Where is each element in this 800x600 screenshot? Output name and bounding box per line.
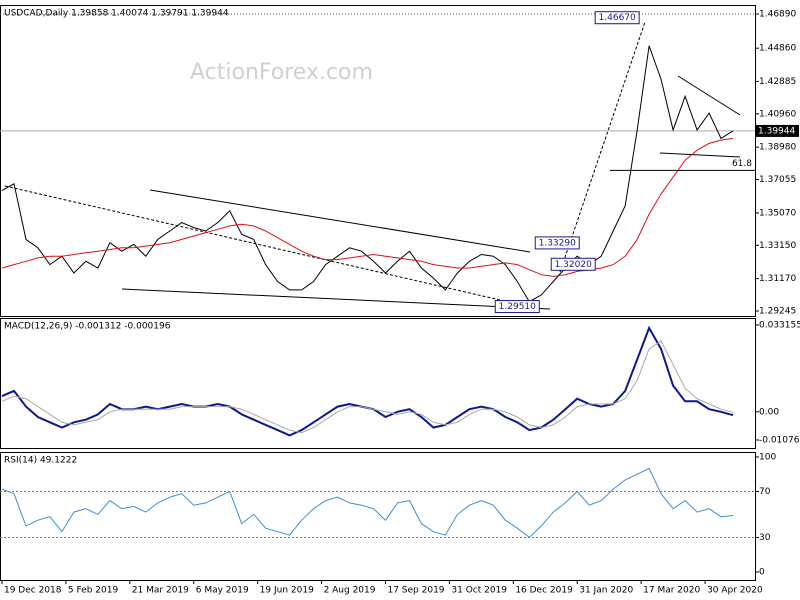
x-tick-label: 16 Dec 2019 (515, 586, 573, 596)
trendline (559, 21, 646, 273)
y-tick-label: 100 (759, 452, 776, 462)
macd-panel (0, 318, 756, 449)
y-tick-label: 0.00 (759, 407, 779, 417)
fib-label: 61.8 (732, 159, 752, 169)
y-tick-label: -0.010769 (759, 435, 800, 445)
current-price-box (755, 124, 799, 137)
trendline (677, 75, 741, 116)
panel-title: RSI(14) 49.1222 (4, 456, 77, 466)
x-tick-label: 6 May 2019 (196, 586, 249, 596)
y-tick-label: 70 (759, 487, 771, 497)
watermark: ActionForex.com (190, 60, 373, 85)
y-tick-label: 1.40960 (759, 109, 796, 119)
y-tick-label: 1.31170 (759, 274, 796, 284)
x-tick-label: 17 Mar 2020 (643, 586, 700, 596)
x-tick-label: 31 Oct 2019 (451, 586, 507, 596)
series-line (1, 340, 734, 434)
price-label-box (550, 257, 596, 271)
trendlines (4, 21, 741, 310)
price-label: 1.33290 (539, 238, 576, 248)
price-label-box (494, 300, 540, 314)
x-tick-label: 21 Mar 2019 (132, 586, 189, 596)
current-price-label: 1.39944 (758, 126, 795, 136)
trendline (121, 288, 551, 310)
rsi-panel (0, 452, 756, 581)
series-line (1, 137, 734, 277)
price-label: 1.32020 (555, 260, 592, 270)
x-tick-label: 31 Jan 2020 (579, 586, 633, 596)
panel-title: USDCAD,Daily 1.39858 1.40074 1.39791 1.3… (4, 9, 229, 19)
y-tick-label: 1.33150 (759, 241, 796, 251)
x-tick-label: 5 Feb 2019 (68, 586, 119, 596)
y-tick-label: 1.35070 (759, 208, 796, 218)
y-tick-label: 30 (759, 533, 771, 543)
y-tick-label: 1.29245 (759, 307, 796, 317)
price-label: 1.29510 (499, 302, 536, 312)
x-tick-label: 19 Jun 2019 (260, 586, 314, 596)
trendline (659, 152, 741, 158)
y-tick-label: 0.033155 (759, 321, 800, 331)
x-tick-label: 30 Apr 2020 (707, 586, 763, 596)
series-line (1, 467, 734, 539)
trendline (149, 189, 531, 253)
panel-title: MACD(12,26,9) -0.001312 -0.000196 (4, 322, 171, 332)
y-tick-label: 1.44860 (759, 44, 796, 54)
price-label-box (594, 11, 640, 25)
y-tick-label: 1.42885 (759, 77, 796, 87)
y-tick-label: 1.46890 (759, 10, 796, 20)
series-line (1, 45, 734, 303)
price-panel (0, 5, 756, 317)
price-label-box (534, 236, 580, 250)
x-tick-label: 17 Sep 2019 (387, 586, 444, 596)
x-tick-label: 2 Aug 2019 (324, 586, 376, 596)
y-tick-label: 1.37055 (759, 175, 796, 185)
x-tick-label: 19 Dec 2018 (4, 586, 62, 596)
price-label: 1.46670 (599, 13, 636, 23)
y-tick-label: 0 (759, 567, 765, 577)
y-tick-label: 1.38980 (759, 143, 796, 153)
